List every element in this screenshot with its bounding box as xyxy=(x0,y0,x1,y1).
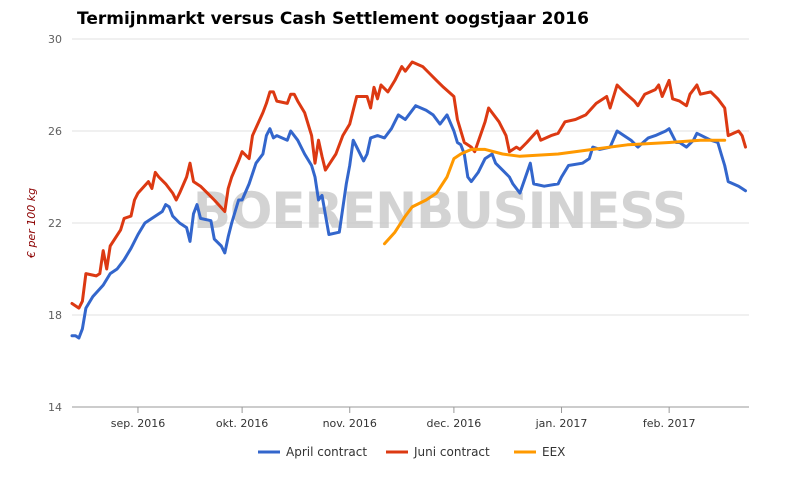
x-tick-label: sep. 2016 xyxy=(111,417,165,430)
legend-label: EEX xyxy=(542,445,565,459)
y-tick-label: 18 xyxy=(48,309,62,322)
legend-item-eex[interactable]: EEX xyxy=(514,445,565,459)
x-tick-label: nov. 2016 xyxy=(323,417,377,430)
series-line-eex xyxy=(383,138,727,246)
x-axis-ticks: sep. 2016 okt. 2016 nov. 2016 dec. 2016 jan.… xyxy=(111,407,696,430)
legend: April contract Juni contract EEX xyxy=(258,445,565,459)
series-line-april-contract xyxy=(70,104,747,340)
y-axis-label: € per 100 kg xyxy=(25,188,38,259)
y-axis-ticks: 14 18 22 26 30 xyxy=(48,33,62,414)
y-tick-label: 14 xyxy=(48,401,62,414)
series-line-juni-contract xyxy=(70,60,747,310)
y-tick-label: 26 xyxy=(48,125,62,138)
x-tick-label: okt. 2016 xyxy=(216,417,268,430)
grid-lines xyxy=(72,38,749,408)
legend-item-juni-contract[interactable]: Juni contract xyxy=(386,445,490,459)
legend-label: April contract xyxy=(286,445,367,459)
legend-label: Juni contract xyxy=(413,445,490,459)
chart-title: Termijnmarkt versus Cash Settlement oogs… xyxy=(77,9,589,29)
legend-item-april-contract[interactable]: April contract xyxy=(258,445,367,459)
y-tick-label: 30 xyxy=(48,33,62,46)
series-lines xyxy=(70,60,747,340)
x-tick-label: dec. 2016 xyxy=(426,417,481,430)
y-tick-label: 22 xyxy=(48,217,62,230)
x-tick-label: feb. 2017 xyxy=(643,417,696,430)
x-tick-label: jan. 2017 xyxy=(535,417,588,430)
watermark: BOERENBUSINESS xyxy=(193,182,687,240)
